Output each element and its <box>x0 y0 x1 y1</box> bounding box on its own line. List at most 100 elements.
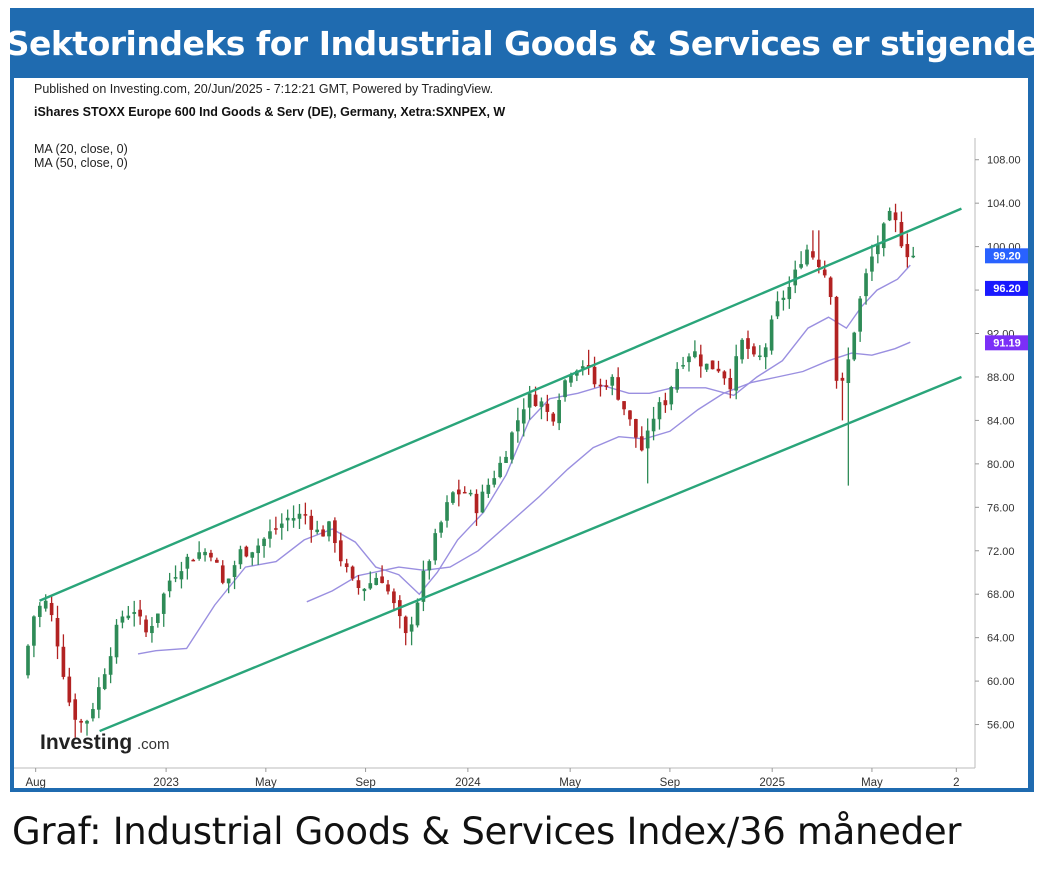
candle-body <box>763 347 768 358</box>
candle-body <box>43 600 48 609</box>
candle-body <box>409 624 414 632</box>
candle-body <box>651 418 656 432</box>
price-badge <box>985 335 1028 351</box>
candle-body <box>498 462 502 478</box>
x-tick-label: May <box>255 777 277 788</box>
candle-body <box>197 552 201 559</box>
candle-body <box>120 616 125 623</box>
x-tick-label: May <box>559 777 581 788</box>
candle-body <box>870 256 874 272</box>
y-tick-label: 104.00 <box>987 198 1021 210</box>
published-line: Published on Investing.com, 20/Jun/2025 … <box>34 82 493 96</box>
candle-body <box>55 618 60 647</box>
candle-body <box>533 394 538 407</box>
candle-body <box>268 531 272 539</box>
candle-body <box>344 563 349 568</box>
candle-body <box>775 301 780 317</box>
candle-body <box>669 387 674 405</box>
candle-body <box>657 402 662 420</box>
candle-body <box>740 339 744 360</box>
candle-body <box>805 249 809 265</box>
candle-body <box>722 371 727 379</box>
candle-body <box>769 319 774 351</box>
x-tick-label: 2025 <box>759 777 785 788</box>
price-badge <box>985 248 1028 264</box>
candle-body <box>291 518 296 521</box>
candle-body <box>238 549 243 565</box>
candle-body <box>403 616 408 634</box>
candle-body <box>757 355 762 358</box>
candle-body <box>527 393 532 408</box>
candle-body <box>274 528 278 530</box>
x-tick-label: Sep <box>355 777 375 788</box>
candle-body <box>439 522 443 533</box>
price-chart: Published on Investing.com, 20/Jun/2025 … <box>14 82 1028 788</box>
candle-body <box>816 259 821 268</box>
candle-body <box>96 687 101 710</box>
candle-body <box>645 430 650 449</box>
candle-body <box>569 374 573 383</box>
candle-body <box>840 377 845 381</box>
channel-lower-line <box>99 375 962 733</box>
candle-body <box>598 384 603 387</box>
candle-body <box>456 489 461 495</box>
x-tick-label: 2023 <box>153 777 179 788</box>
y-tick-label: 68.00 <box>987 589 1015 601</box>
candle-body <box>191 559 196 562</box>
candle-body <box>73 699 78 720</box>
candle-body <box>911 255 916 258</box>
candle-body <box>67 676 72 703</box>
candle-body <box>468 492 473 495</box>
candle-body <box>250 552 255 558</box>
candle-body <box>858 298 862 332</box>
candle-body <box>834 296 839 381</box>
candle-body <box>356 580 361 589</box>
candle-body <box>362 588 367 592</box>
candle-body <box>185 556 190 569</box>
y-tick-label: 72.00 <box>987 546 1015 558</box>
candle-body <box>551 413 556 422</box>
banner-title: Sektorindeks for Industrial Goods & Serv… <box>5 23 1039 63</box>
candle-body <box>681 365 685 367</box>
candle-body <box>91 709 95 719</box>
candle-body <box>262 538 266 547</box>
y-tick-label: 84.00 <box>987 415 1015 427</box>
figure-caption: Graf: Industrial Goods & Services Index/… <box>12 810 962 853</box>
candle-body <box>693 351 697 358</box>
candle-body <box>215 559 219 563</box>
x-tick-label: May <box>861 777 883 788</box>
candle-body <box>167 580 172 592</box>
candle-body <box>628 410 632 420</box>
candle-body <box>634 419 638 438</box>
price-badge <box>985 280 1028 296</box>
candle-body <box>427 561 432 571</box>
candle-body <box>209 552 213 558</box>
candle-body <box>285 517 290 521</box>
candle-body <box>828 277 833 298</box>
candle-body <box>415 602 420 626</box>
candle-body <box>876 244 880 255</box>
candle-body <box>510 432 514 460</box>
candle-body <box>710 360 715 370</box>
candle-body <box>622 401 626 410</box>
candle-body <box>563 380 567 398</box>
candle-body <box>173 577 178 579</box>
x-tick-label: Aug <box>25 777 45 788</box>
candle-body <box>746 338 750 349</box>
candle-body <box>303 514 308 516</box>
candle-body <box>492 478 497 485</box>
candle-body <box>144 619 148 633</box>
candle-body <box>787 286 792 300</box>
candle-body <box>586 365 591 367</box>
y-tick-label: 60.00 <box>987 676 1015 688</box>
candle-body <box>232 565 237 577</box>
candle-body <box>905 244 910 258</box>
candle-body <box>675 368 680 390</box>
candle-body <box>864 273 868 297</box>
candle-body <box>474 493 479 514</box>
candle-body <box>380 576 384 584</box>
candle-body <box>698 354 703 367</box>
candle-body <box>881 223 886 249</box>
candle-body <box>226 578 231 584</box>
y-tick-label: 76.00 <box>987 502 1015 514</box>
